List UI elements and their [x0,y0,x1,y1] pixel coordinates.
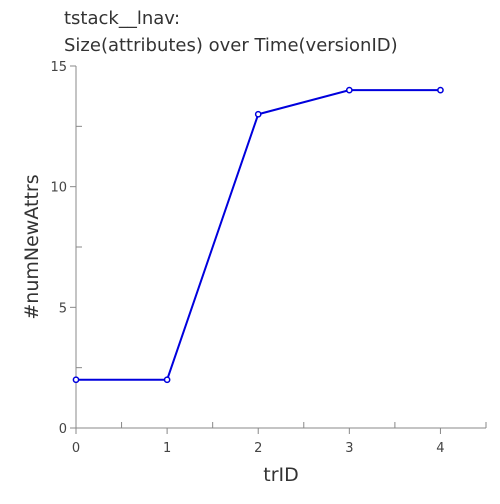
x-axis-ticks: 0 1 2 3 4 [72,422,487,456]
data-point [163,376,171,384]
x-tick-label: 1 [163,441,171,456]
chart-title-line-1: tstack__lnav: [64,8,180,29]
y-axis-ticks: 0 5 10 15 [50,60,82,437]
y-tick-label: 5 [59,301,67,316]
x-tick-label: 2 [254,441,262,456]
y-axis-label: #numNewAttrs [21,174,43,319]
y-tick-label: 0 [59,422,67,437]
x-tick-label: 0 [72,441,80,456]
y-tick-label: 10 [50,181,67,196]
chart-title-line-2: Size(attributes) over Time(versionID) [64,35,398,56]
x-tick-label: 4 [436,441,444,456]
data-point [254,110,262,118]
series [72,86,444,384]
y-tick-label: 15 [50,60,67,75]
x-axis-label: trID [263,464,299,486]
series-line [76,89,441,381]
x-tick-label: 3 [345,441,353,456]
data-point [72,376,80,384]
data-point [345,86,353,94]
data-point [437,86,444,94]
